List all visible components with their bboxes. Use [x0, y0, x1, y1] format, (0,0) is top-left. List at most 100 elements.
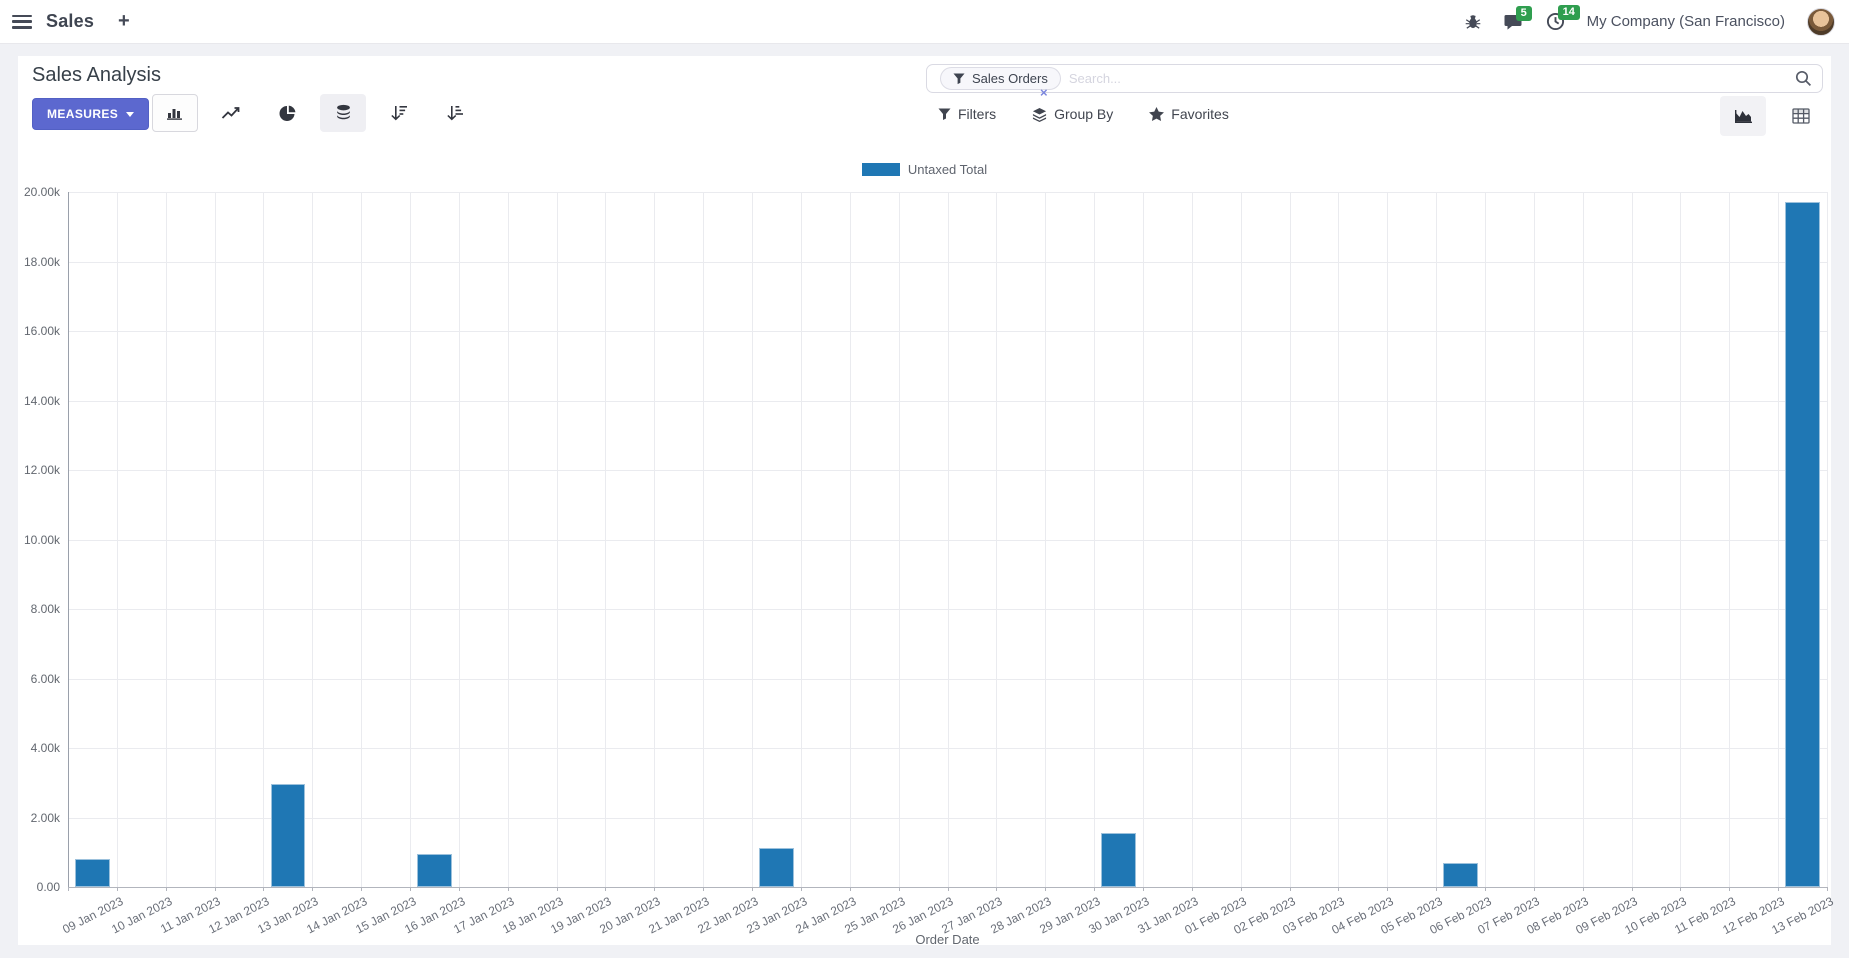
sort-ascending-button[interactable]: [432, 94, 478, 132]
gridline: [703, 192, 705, 887]
bar-chart: Untaxed Total 20.00k 18.00k 16.00k 14.00k 12…: [18, 151, 1835, 947]
new-tab-icon[interactable]: +: [118, 10, 130, 32]
graph-view-button[interactable]: [1720, 96, 1766, 136]
y-axis-tick-label: 10.00k: [23, 532, 60, 547]
gridline: [605, 192, 607, 887]
axis-tick: [1827, 887, 1828, 891]
sort-descending-button[interactable]: [376, 94, 422, 132]
chart-legend[interactable]: Untaxed Total: [18, 162, 1831, 177]
gridline: [1582, 192, 1584, 887]
axis-tick: [1484, 887, 1486, 891]
axis-tick: [214, 887, 216, 891]
y-axis-tick-label: 6.00k: [30, 671, 60, 686]
axis-tick: [654, 887, 656, 891]
content-panel: Sales Analysis MEASURES Sales Orders: [18, 56, 1835, 947]
search-icon[interactable]: [1795, 70, 1812, 87]
messages-icon[interactable]: 5: [1504, 5, 1532, 31]
y-axis-tick-label: 20.00k: [23, 185, 60, 199]
measures-button[interactable]: MEASURES: [32, 98, 150, 130]
company-switcher[interactable]: My Company (San Francisco): [1586, 13, 1785, 30]
gridline: [1827, 192, 1828, 887]
gridline: [1387, 192, 1389, 887]
search-facet-sales-orders[interactable]: Sales Orders: [940, 67, 1061, 90]
gridline: [116, 192, 118, 887]
gridline: [556, 192, 558, 887]
activities-clock-icon[interactable]: 14: [1546, 5, 1580, 31]
top-navbar: Sales + 5 14 My Company (San Francisco): [0, 0, 1849, 44]
bar-chart-button[interactable]: [152, 94, 198, 132]
axis-tick: [1338, 887, 1340, 891]
gridline: [752, 192, 754, 887]
gridline: [1533, 192, 1535, 887]
axis-tick: [1533, 887, 1535, 891]
filters-label: Filters: [958, 106, 997, 122]
chevron-down-icon: [126, 111, 135, 117]
axis-tick: [605, 887, 607, 891]
y-axis-tick-label: 14.00k: [23, 393, 60, 408]
axis-tick: [1191, 887, 1193, 891]
y-axis-tick-label: 0.00: [36, 880, 60, 894]
axis-tick: [1631, 887, 1633, 891]
gridline: [898, 192, 900, 887]
axis-tick: [898, 887, 900, 891]
favorites-button[interactable]: Favorites: [1149, 106, 1229, 122]
axis-tick: [1436, 887, 1438, 891]
axis-tick: [312, 887, 314, 891]
axis-tick: [116, 887, 118, 891]
gridline: [849, 192, 851, 887]
axis-tick: [1094, 887, 1096, 891]
axis-tick: [263, 887, 265, 891]
bar[interactable]: [270, 784, 305, 887]
y-axis-tick-label: 8.00k: [30, 602, 60, 616]
axis-tick: [752, 887, 754, 891]
y-axis-tick-label: 4.00k: [30, 741, 60, 755]
stacked-toggle-button[interactable]: [320, 94, 366, 132]
user-avatar[interactable]: [1807, 7, 1835, 36]
gridline: [1240, 192, 1242, 887]
gridline: [410, 192, 412, 887]
y-axis-tick-label: 12.00k: [23, 463, 60, 477]
axis-tick: [458, 887, 460, 891]
group-by-label: Group By: [1054, 106, 1114, 122]
debug-bug-icon[interactable]: [1464, 13, 1482, 31]
measures-label: MEASURES: [47, 107, 119, 121]
axis-tick: [1778, 887, 1780, 891]
apps-menu-icon[interactable]: [12, 14, 32, 29]
search-input[interactable]: [1068, 71, 1795, 86]
facet-label: Sales Orders: [972, 71, 1048, 86]
axis-tick: [947, 887, 949, 891]
axis-tick: [1045, 887, 1047, 891]
facet-remove-icon[interactable]: ×: [1040, 85, 1048, 100]
gridline: [1191, 192, 1193, 887]
axis-tick: [849, 887, 851, 891]
bar[interactable]: [1101, 833, 1136, 887]
gridline: [1680, 192, 1682, 887]
line-chart-button[interactable]: [208, 94, 254, 132]
gridline: [1484, 192, 1486, 887]
gridline: [1631, 192, 1633, 887]
axis-tick: [410, 887, 412, 891]
gridline: [1289, 192, 1291, 887]
y-axis-tick-label: 2.00k: [30, 810, 60, 825]
axis-tick: [1289, 887, 1291, 891]
bar[interactable]: [417, 853, 452, 887]
pivot-view-button[interactable]: [1778, 96, 1824, 136]
bar[interactable]: [75, 859, 110, 887]
filter-funnel-icon: [938, 108, 951, 120]
bar[interactable]: [759, 847, 794, 887]
gridline: [214, 192, 216, 887]
group-by-button[interactable]: Group By: [1032, 106, 1113, 122]
page-title: Sales Analysis: [32, 64, 161, 86]
gridline: [361, 192, 363, 887]
gridline: [1778, 192, 1780, 887]
pie-chart-button[interactable]: [264, 94, 310, 132]
app-name[interactable]: Sales: [46, 11, 95, 31]
bar[interactable]: [1443, 863, 1478, 887]
gridline: [312, 192, 314, 887]
filter-funnel-icon: [953, 72, 965, 84]
filters-button[interactable]: Filters: [938, 106, 996, 122]
search-bar[interactable]: Sales Orders: [926, 64, 1823, 93]
gridline: [654, 192, 656, 887]
axis-tick: [1142, 887, 1144, 891]
bar[interactable]: [1785, 202, 1820, 887]
